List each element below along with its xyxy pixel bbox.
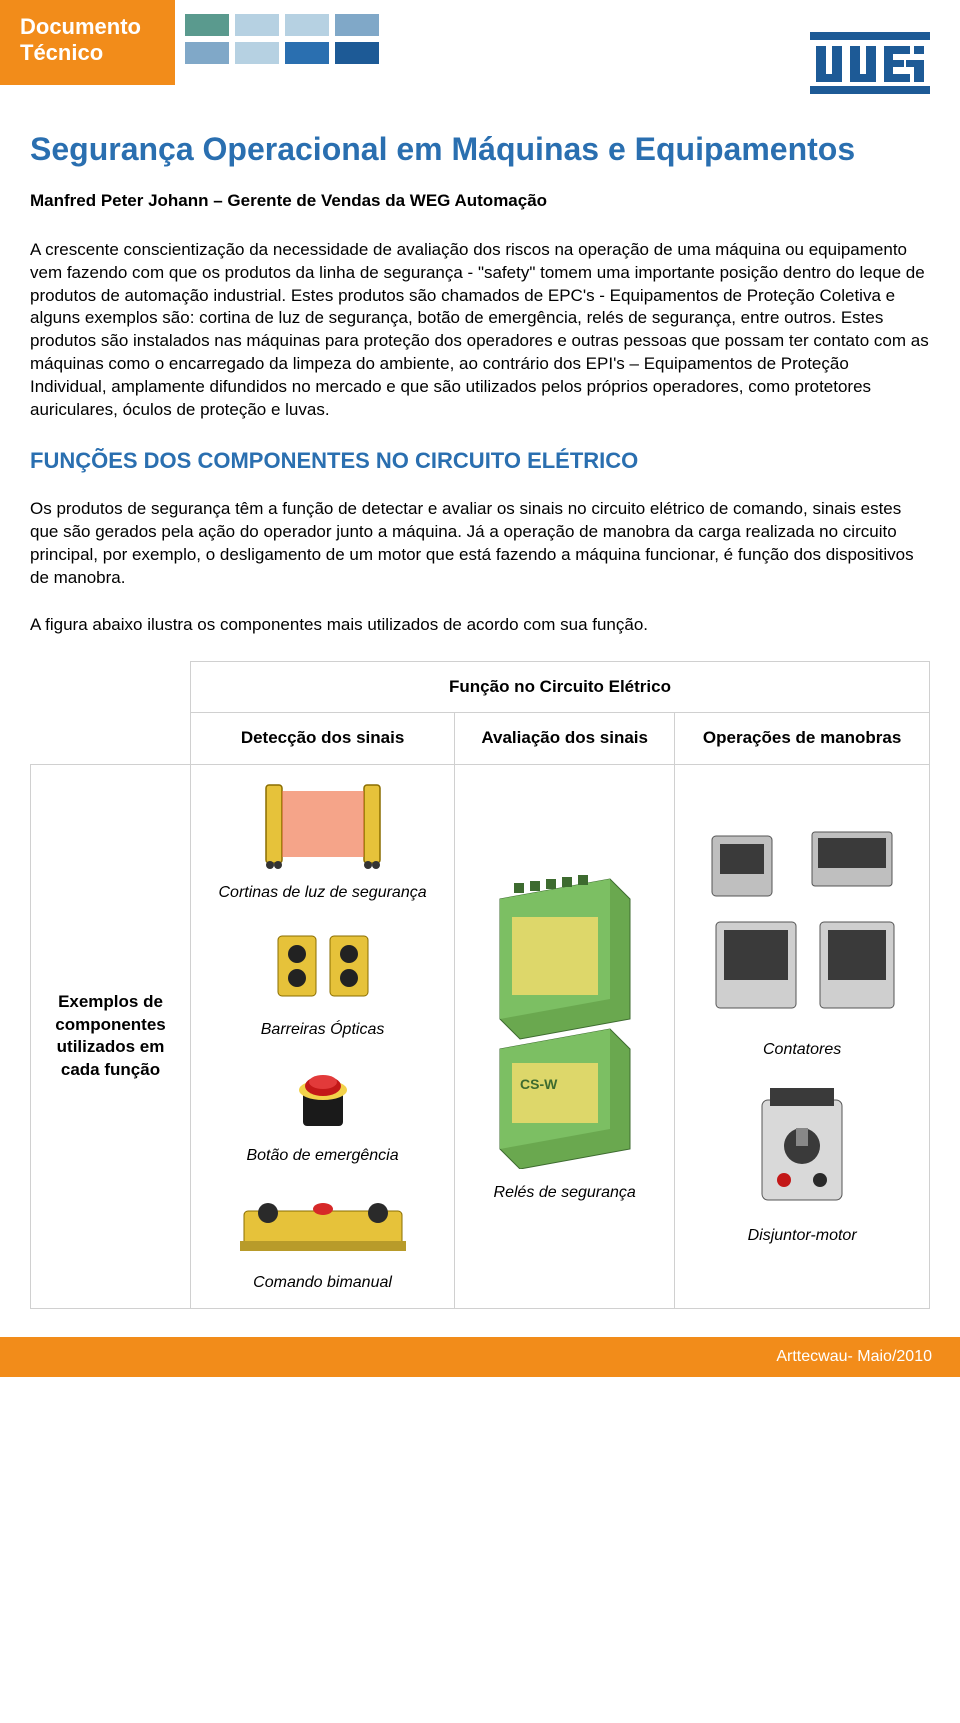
weg-logo (810, 32, 930, 101)
caption-disjuntor: Disjuntor-motor (748, 1225, 857, 1247)
safety-relay-icon: CS-W (480, 869, 650, 1176)
section-p1: Os produtos de segurança têm a função de… (30, 498, 930, 590)
svg-text:CS-W: CS-W (520, 1076, 558, 1092)
emergency-button-icon (283, 1062, 363, 1139)
square-2-4 (335, 42, 379, 64)
intro-paragraph: A crescente conscientização da necessida… (30, 239, 930, 423)
row-label: Exemplos de componentes utilizados em ca… (31, 765, 191, 1308)
author-line: Manfred Peter Johann – Gerente de Vendas… (30, 190, 930, 213)
optical-barrier-icon (268, 926, 378, 1013)
square-2-1 (185, 42, 229, 64)
doc-tag-line1: Documento (20, 14, 141, 39)
section-heading: FUNÇÕES DOS COMPONENTES NO CIRCUITO ELÉT… (30, 446, 930, 476)
caption-cortinas: Cortinas de luz de segurança (218, 882, 426, 904)
caption-contatores: Contatores (763, 1039, 841, 1061)
square-2-2 (235, 42, 279, 64)
decorative-squares (185, 14, 379, 70)
footer-text: Arttecwau- Maio/2010 (776, 1346, 932, 1368)
page-title: Segurança Operacional em Máquinas e Equi… (30, 131, 930, 168)
cell-operacoes: Contatores (675, 765, 930, 1308)
square-2-3 (285, 42, 329, 64)
doc-tag-line2: Técnico (20, 40, 103, 65)
cell-deteccao: Cortinas de luz de segurança Barreiras Ó… (191, 765, 455, 1308)
section-p2: A figura abaixo ilustra os componentes m… (30, 614, 930, 637)
col-header-1: Detecção dos sinais (191, 713, 455, 765)
col-header-2: Avaliação dos sinais (455, 713, 675, 765)
square-1-4 (335, 14, 379, 36)
bimanual-command-icon (238, 1189, 408, 1266)
function-table: Função no Circuito Elétrico Detecção dos… (30, 661, 930, 1309)
document-body: Segurança Operacional em Máquinas e Equi… (0, 101, 960, 1309)
document-tag: Documento Técnico (0, 0, 175, 85)
square-1-1 (185, 14, 229, 36)
caption-botao: Botão de emergência (246, 1145, 398, 1167)
table-superheader: Função no Circuito Elétrico (191, 661, 930, 713)
col-header-3: Operações de manobras (675, 713, 930, 765)
light-curtain-icon (258, 779, 388, 876)
square-1-3 (285, 14, 329, 36)
cell-avaliacao: CS-W Relés de segurança (455, 765, 675, 1308)
motor-breaker-icon (742, 1082, 862, 1219)
square-1-2 (235, 14, 279, 36)
caption-barreiras: Barreiras Ópticas (261, 1019, 385, 1041)
caption-bimanual: Comando bimanual (253, 1272, 392, 1294)
contactors-icon (702, 826, 902, 1033)
caption-reles: Relés de segurança (494, 1182, 636, 1204)
footer-bar: Arttecwau- Maio/2010 (0, 1337, 960, 1377)
page-header: Documento Técnico (0, 0, 960, 101)
